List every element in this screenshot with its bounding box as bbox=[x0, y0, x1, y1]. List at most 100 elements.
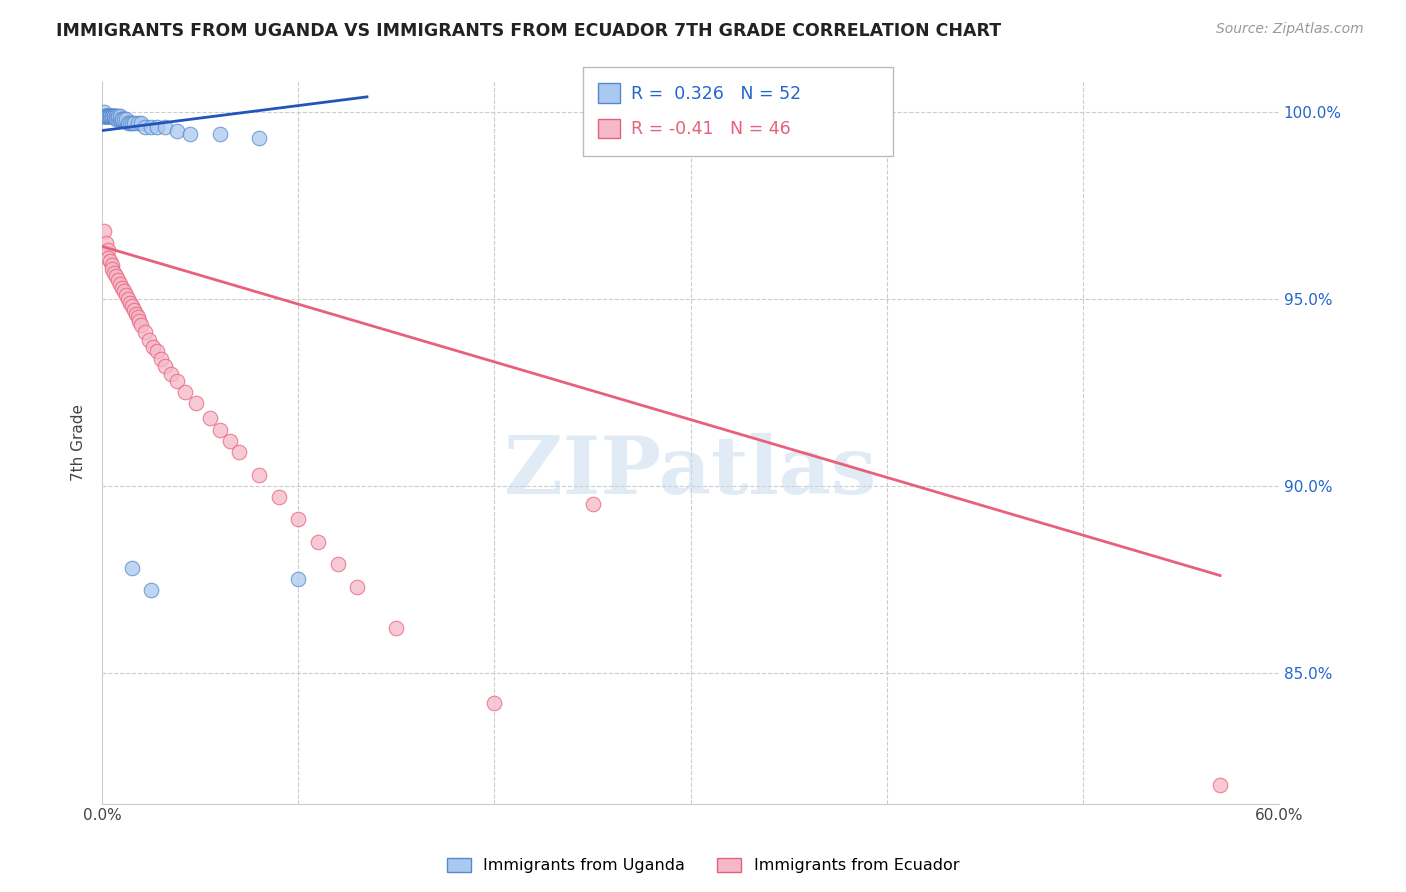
Point bbox=[94, 109, 117, 123]
Point bbox=[186, 396, 208, 410]
Point bbox=[98, 254, 121, 268]
Point bbox=[111, 112, 134, 127]
Point bbox=[108, 112, 131, 127]
Text: R =  0.326   N = 52: R = 0.326 N = 52 bbox=[631, 85, 801, 103]
Point bbox=[134, 326, 156, 340]
Point bbox=[97, 109, 120, 123]
Point bbox=[346, 580, 368, 594]
Point bbox=[153, 359, 176, 373]
Point bbox=[134, 120, 156, 134]
Point bbox=[208, 423, 231, 437]
Point bbox=[94, 109, 117, 123]
Point bbox=[98, 109, 121, 123]
Point bbox=[107, 112, 129, 127]
Point bbox=[107, 273, 129, 287]
Point bbox=[218, 434, 240, 448]
Text: Source: ZipAtlas.com: Source: ZipAtlas.com bbox=[1216, 22, 1364, 37]
Point bbox=[247, 131, 270, 145]
Point bbox=[146, 120, 169, 134]
Point bbox=[101, 258, 124, 272]
Point bbox=[101, 109, 124, 123]
Point bbox=[94, 235, 117, 250]
Point bbox=[121, 299, 143, 313]
Point bbox=[128, 314, 150, 328]
Point bbox=[326, 558, 349, 572]
Point bbox=[103, 266, 125, 280]
Point bbox=[121, 561, 143, 575]
Point bbox=[103, 109, 125, 123]
Point bbox=[104, 112, 127, 127]
Point bbox=[247, 467, 270, 482]
Point bbox=[484, 696, 506, 710]
Point bbox=[228, 445, 250, 459]
Point bbox=[131, 318, 153, 332]
Point bbox=[101, 109, 124, 123]
Point bbox=[101, 109, 124, 123]
Point bbox=[173, 385, 195, 400]
Point bbox=[97, 109, 120, 123]
Point bbox=[117, 292, 139, 306]
Point bbox=[160, 367, 183, 381]
Point bbox=[117, 116, 139, 130]
Point bbox=[97, 109, 120, 123]
Point bbox=[108, 277, 131, 291]
Point bbox=[93, 109, 115, 123]
Point bbox=[93, 109, 115, 123]
Point bbox=[131, 116, 153, 130]
Point bbox=[1209, 778, 1232, 792]
Point bbox=[118, 295, 141, 310]
Point bbox=[124, 307, 146, 321]
Point bbox=[94, 109, 117, 123]
Point bbox=[104, 109, 127, 123]
Text: ZIPatlas: ZIPatlas bbox=[505, 433, 877, 510]
Point bbox=[111, 112, 134, 127]
Point bbox=[98, 109, 121, 123]
Point bbox=[122, 303, 145, 318]
Point bbox=[122, 116, 145, 130]
Point bbox=[267, 490, 290, 504]
Point bbox=[150, 351, 173, 366]
Point bbox=[107, 109, 129, 123]
Point bbox=[146, 344, 169, 359]
Point bbox=[112, 112, 135, 127]
Point bbox=[101, 261, 124, 276]
Point bbox=[127, 116, 149, 130]
Y-axis label: 7th Grade: 7th Grade bbox=[72, 404, 86, 482]
Point bbox=[385, 621, 408, 635]
Point bbox=[287, 572, 309, 586]
Point bbox=[98, 109, 121, 123]
Point bbox=[138, 333, 160, 347]
Point bbox=[98, 109, 121, 123]
Point bbox=[97, 109, 120, 123]
Point bbox=[127, 310, 149, 325]
Text: IMMIGRANTS FROM UGANDA VS IMMIGRANTS FROM ECUADOR 7TH GRADE CORRELATION CHART: IMMIGRANTS FROM UGANDA VS IMMIGRANTS FRO… bbox=[56, 22, 1001, 40]
Point bbox=[104, 269, 127, 284]
Point bbox=[166, 374, 188, 388]
Point bbox=[153, 120, 176, 134]
Point bbox=[103, 109, 125, 123]
Point bbox=[287, 512, 309, 526]
Point bbox=[118, 116, 141, 130]
Point bbox=[111, 280, 134, 294]
Point bbox=[97, 251, 120, 265]
Point bbox=[94, 109, 117, 123]
Point bbox=[114, 288, 136, 302]
Point bbox=[108, 109, 131, 123]
Point bbox=[208, 128, 231, 142]
Legend: Immigrants from Uganda, Immigrants from Ecuador: Immigrants from Uganda, Immigrants from … bbox=[440, 851, 966, 880]
Point bbox=[581, 498, 603, 512]
Text: R = -0.41   N = 46: R = -0.41 N = 46 bbox=[631, 120, 792, 138]
Point bbox=[97, 243, 120, 257]
Point bbox=[93, 104, 115, 119]
Point bbox=[142, 340, 165, 354]
Point bbox=[93, 109, 115, 123]
Point bbox=[198, 411, 221, 425]
Point bbox=[114, 112, 136, 127]
Point bbox=[93, 225, 115, 239]
Point bbox=[166, 123, 188, 137]
Point bbox=[112, 285, 135, 299]
Point bbox=[179, 128, 201, 142]
Point bbox=[307, 534, 329, 549]
Point bbox=[141, 583, 163, 598]
Point bbox=[93, 109, 115, 123]
